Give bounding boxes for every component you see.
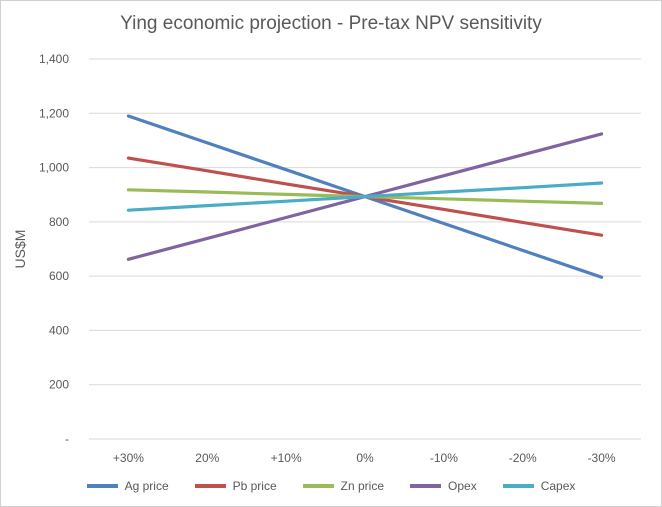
- legend-swatch: [86, 484, 118, 488]
- y-tick-label: 600: [49, 269, 69, 283]
- x-axis-ticks: +30% 20% +10% 0% -10% -20% -30%: [113, 451, 616, 465]
- legend-item: Zn price: [302, 479, 385, 493]
- legend-item: Opex: [410, 479, 477, 493]
- y-tick-label: 200: [49, 378, 69, 392]
- y-tick-label: -: [65, 432, 69, 446]
- series-lines: [126, 114, 604, 279]
- gridlines: [89, 58, 641, 440]
- legend-label: Opex: [448, 479, 477, 493]
- legend-item: Pb price: [194, 479, 277, 493]
- y-tick-label: 1,200: [39, 106, 69, 120]
- series-line-capex: [126, 181, 604, 212]
- y-tick-label: 1,000: [39, 161, 69, 175]
- legend-label: Pb price: [232, 479, 277, 493]
- legend-label: Zn price: [340, 479, 385, 493]
- y-axis-label: US$M: [12, 230, 28, 269]
- x-tick-label: +30%: [113, 451, 144, 465]
- x-tick-label: -10%: [430, 451, 458, 465]
- legend-swatch: [410, 484, 442, 488]
- legend-swatch: [302, 484, 334, 488]
- y-axis-ticks: - 200 400 600 800 1,000 1,200 1,400: [39, 52, 69, 446]
- x-tick-label: 0%: [356, 451, 374, 465]
- y-tick-label: 1,400: [39, 52, 69, 66]
- legend: Ag price Pb price Zn price Opex Capex: [1, 479, 661, 493]
- x-tick-label: +10%: [271, 451, 302, 465]
- x-tick-label: 20%: [195, 451, 219, 465]
- legend-item: Ag price: [86, 479, 169, 493]
- x-tick-label: -20%: [509, 451, 537, 465]
- legend-item: Capex: [502, 479, 576, 493]
- legend-label: Capex: [540, 479, 576, 493]
- chart-title: Ying economic projection - Pre-tax NPV s…: [120, 13, 542, 34]
- x-tick-label: -30%: [588, 451, 616, 465]
- y-tick-label: 400: [49, 323, 69, 337]
- legend-swatch: [194, 484, 226, 488]
- legend-swatch: [502, 484, 534, 488]
- legend-label: Ag price: [124, 479, 169, 493]
- y-tick-label: 800: [49, 215, 69, 229]
